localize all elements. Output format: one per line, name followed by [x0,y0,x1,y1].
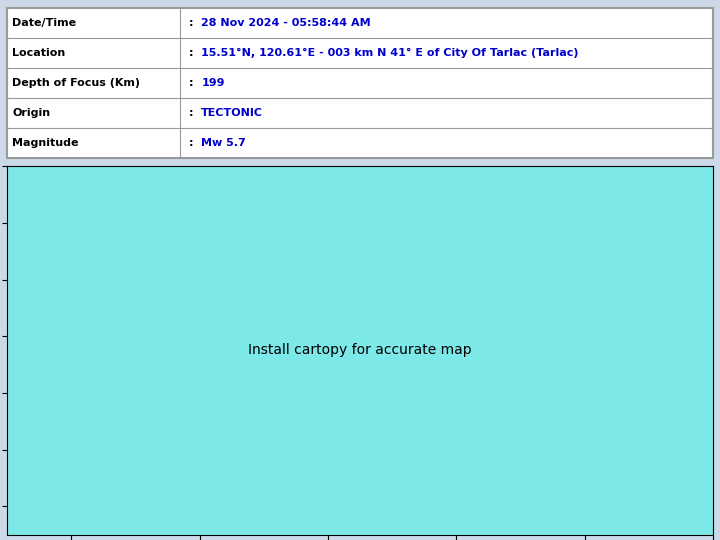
Text: 28 Nov 2024 - 05:58:44 AM: 28 Nov 2024 - 05:58:44 AM [201,18,371,28]
Text: 199: 199 [201,78,225,88]
Text: :: : [189,18,193,28]
Text: Mw 5.7: Mw 5.7 [201,138,246,149]
Text: Depth of Focus (Km): Depth of Focus (Km) [12,78,140,88]
Text: :: : [189,109,193,118]
Text: 15.51°N, 120.61°E - 003 km N 41° E of City Of Tarlac (Tarlac): 15.51°N, 120.61°E - 003 km N 41° E of Ci… [201,48,579,58]
Text: :: : [189,48,193,58]
Text: Date/Time: Date/Time [12,18,76,28]
Text: Install cartopy for accurate map: Install cartopy for accurate map [248,343,472,357]
Text: TECTONIC: TECTONIC [201,109,264,118]
Text: :: : [189,78,193,88]
Text: Magnitude: Magnitude [12,138,78,149]
Text: Origin: Origin [12,109,50,118]
FancyBboxPatch shape [7,8,713,158]
Text: Location: Location [12,48,66,58]
Text: :: : [189,138,193,149]
